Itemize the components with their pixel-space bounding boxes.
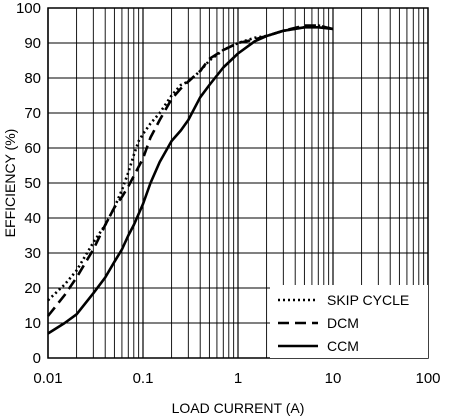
- y-tick-label: 100: [16, 0, 41, 17]
- x-tick-label: 10: [325, 370, 342, 387]
- y-tick-label: 90: [24, 35, 41, 52]
- x-tick-label: 1: [234, 370, 242, 387]
- y-tick-label: 20: [24, 280, 41, 297]
- x-axis-label: LOAD CURRENT (A): [172, 400, 305, 416]
- legend-label: DCM: [327, 315, 359, 331]
- y-tick-label: 60: [24, 140, 41, 157]
- y-tick-label: 70: [24, 105, 41, 122]
- y-tick-label: 30: [24, 245, 41, 262]
- y-axis-label: EFFICIENCY (%): [2, 129, 18, 238]
- series-lines: [46, 24, 334, 335]
- y-tick-label: 40: [24, 210, 41, 227]
- y-tick-label: 10: [24, 315, 41, 332]
- x-tick-label: 0.01: [33, 370, 62, 387]
- series-line-dcm: [46, 24, 334, 317]
- y-tick-label: 50: [24, 175, 41, 192]
- tick-labels: 0.01 0.1 1 10 100 0 10 20 30 40 50 60 70 80 90 100: [16, 0, 441, 387]
- x-tick-label: 100: [415, 370, 440, 387]
- y-tick-label: 0: [33, 350, 41, 367]
- x-tick-label: 0.1: [133, 370, 154, 387]
- series-line-ccm: [47, 25, 334, 335]
- legend: SKIP CYCLE DCM CCM: [270, 285, 428, 358]
- plot-frame: [47, 7, 429, 359]
- legend-label: SKIP CYCLE: [327, 292, 409, 308]
- legend-label: CCM: [327, 338, 359, 354]
- y-tick-label: 80: [24, 70, 41, 87]
